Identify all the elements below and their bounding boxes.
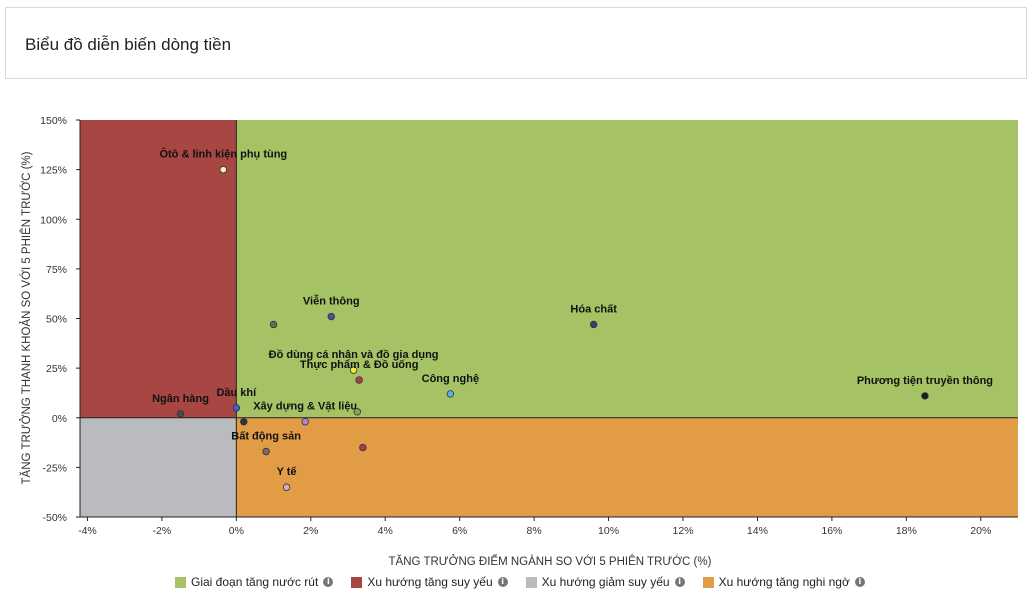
- y-tick-label: -25%: [42, 462, 67, 474]
- data-point-label: Hóa chất: [570, 303, 617, 315]
- y-tick-label: 0%: [52, 413, 67, 425]
- data-point-label: Ngân hàng: [152, 393, 209, 405]
- quadrant-xu-huong-tang-nghi-ngo: [236, 417, 1019, 517]
- y-tick-label: 100%: [40, 214, 67, 226]
- legend-swatch: [351, 576, 363, 588]
- y-tick-label: 125%: [40, 165, 67, 177]
- data-point-label: Y tế: [277, 466, 298, 478]
- x-tick-label: 6%: [452, 525, 467, 537]
- data-point[interactable]: [232, 404, 241, 412]
- data-point[interactable]: [269, 320, 278, 329]
- x-tick-label: 2%: [303, 525, 318, 537]
- data-point[interactable]: [327, 312, 335, 321]
- legend-item-giai-doan-tang-nuoc-rut[interactable]: Giai đoạn tăng nước rút i: [175, 575, 334, 589]
- x-tick-label: 10%: [598, 525, 619, 537]
- data-point-label: Công nghệ: [422, 373, 479, 385]
- data-point[interactable]: [589, 320, 598, 329]
- legend-item-xu-huong-giam-suy-yeu[interactable]: Xu hướng giảm suy yếu i: [525, 575, 685, 589]
- x-axis-label: TĂNG TRƯỞNG ĐIỂM NGÀNH SO VỚI 5 PHIÊN TR…: [389, 555, 712, 568]
- legend-item-xu-huong-tang-nghi-ngo[interactable]: Xu hướng tăng nghi ngờ i: [702, 575, 865, 589]
- legend-label: Giai đoạn tăng nước rút: [191, 575, 319, 589]
- data-point-label: Thực phẩm & Đồ uống: [300, 359, 419, 371]
- y-tick-label: 50%: [46, 314, 67, 326]
- quadrant-xu-huong-tang-suy-yeu: [80, 120, 237, 418]
- x-tick-label: -4%: [78, 525, 97, 537]
- point-layer: Ôtô & linh kiện phụ tùng Viễn thông Hóa ch…: [152, 148, 993, 491]
- x-tick-label: 12%: [672, 525, 693, 537]
- scatter-chart: -4% -2% 0% 2% 4% 6% 8% 10% 12% 14% 16% 18% 20% 150% 12…: [20, 115, 1019, 568]
- data-point-label: Đồ dùng cá nhân và đồ gia dụng: [269, 349, 439, 361]
- y-tick-label: 150%: [40, 115, 67, 127]
- x-tick-label: 8%: [527, 525, 542, 537]
- info-icon[interactable]: i: [854, 577, 865, 587]
- quadrant-xu-huong-giam-suy-yeu: [80, 417, 237, 517]
- data-point[interactable]: [262, 447, 270, 456]
- data-point[interactable]: [353, 408, 362, 416]
- data-point[interactable]: [219, 165, 228, 174]
- info-icon[interactable]: i: [674, 577, 685, 587]
- data-point-label: Phương tiện truyền thông: [857, 375, 993, 387]
- title-panel: Biểu đồ diễn biến dòng tiền: [5, 7, 1027, 79]
- legend-swatch: [525, 576, 537, 588]
- legend-swatch: [702, 576, 714, 588]
- legend-label: Xu hướng tăng nghi ngờ: [718, 575, 850, 589]
- info-icon[interactable]: i: [497, 577, 508, 587]
- y-tick-label: 25%: [46, 363, 67, 375]
- x-tick-label: 14%: [747, 525, 768, 537]
- x-tick-label: 18%: [896, 525, 917, 537]
- x-tick-label: 0%: [229, 525, 244, 537]
- data-point[interactable]: [176, 410, 185, 418]
- data-point-label: Dầu khí: [216, 387, 257, 399]
- data-point[interactable]: [282, 483, 291, 491]
- x-tick-label: 16%: [821, 525, 842, 537]
- x-tick-label: -2%: [153, 525, 172, 537]
- x-tick-label: 4%: [378, 525, 393, 537]
- data-point[interactable]: [301, 418, 309, 426]
- data-point[interactable]: [446, 390, 455, 398]
- legend-swatch: [175, 576, 186, 588]
- data-point-label: Xây dựng & Vật liệu: [253, 401, 357, 413]
- data-point[interactable]: [359, 443, 367, 452]
- data-point[interactable]: [355, 376, 363, 384]
- info-icon[interactable]: i: [323, 577, 334, 587]
- page-title: Biểu đồ diễn biến dòng tiền: [25, 35, 232, 54]
- data-point[interactable]: [921, 392, 929, 400]
- data-point[interactable]: [240, 418, 248, 426]
- y-axis-label: TĂNG TRƯỞNG THANH KHOẢN SO VỚI 5 PHIÊN T…: [20, 151, 33, 484]
- quadrant-giai-doan-tang-nuoc-rut: [236, 120, 1019, 418]
- y-tick-label: 75%: [46, 264, 67, 276]
- data-point[interactable]: [349, 366, 358, 374]
- axis-layer: -4% -2% 0% 2% 4% 6% 8% 10% 12% 14% 16% 18% 20% 150% 12…: [40, 115, 1018, 537]
- legend: Giai đoạn tăng nước rút i Xu hướng tăng …: [175, 575, 883, 589]
- quadrant-layer: [80, 120, 1019, 517]
- legend-label: Xu hướng giảm suy yếu: [541, 575, 670, 589]
- legend-label: Xu hướng tăng suy yếu: [367, 575, 493, 589]
- legend-item-xu-huong-tang-suy-yeu[interactable]: Xu hướng tăng suy yếu i: [351, 575, 508, 589]
- data-point-label: Viễn thông: [303, 295, 360, 308]
- x-tick-label: 20%: [970, 525, 991, 537]
- y-tick-label: -50%: [42, 512, 67, 524]
- data-point-label: Bất động sản: [231, 430, 301, 442]
- data-point-label: Ôtô & linh kiện phụ tùng: [159, 148, 287, 161]
